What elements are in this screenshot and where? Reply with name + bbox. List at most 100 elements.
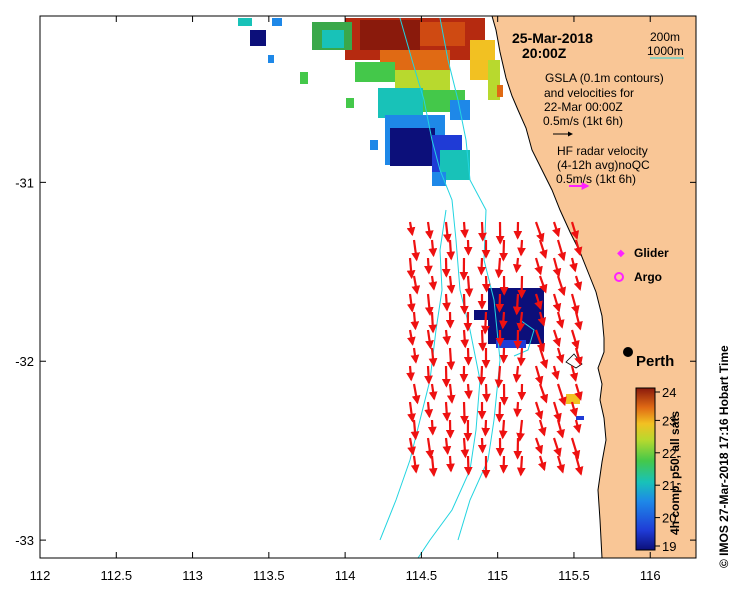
- hf-arrow: [573, 275, 583, 291]
- isobath-200m-label: 200m: [650, 30, 680, 44]
- hf-arrow: [407, 437, 416, 456]
- hf-arrow: [428, 275, 438, 291]
- hf-arrow: [569, 365, 579, 383]
- hf-label-3: 0.5m/s (1kt 6h): [556, 172, 636, 186]
- hf-arrow: [428, 239, 438, 258]
- hf-arrow: [556, 419, 565, 439]
- y-tick-label: -31: [15, 175, 34, 190]
- hf-arrow: [570, 221, 580, 240]
- hf-arrow: [534, 221, 545, 243]
- hf-arrow: [478, 221, 487, 242]
- argo-label: Argo: [634, 270, 662, 284]
- hf-arrow: [556, 239, 567, 262]
- y-axis: -31 -32 -33: [15, 175, 696, 548]
- hf-arrow: [482, 383, 491, 403]
- hf-arrow: [428, 455, 438, 478]
- hf-arrow: [573, 239, 583, 257]
- x-axis: 112 112.5 113 113.5 114 114.5 115 115.5 116: [30, 16, 661, 583]
- hf-arrow: [460, 401, 469, 425]
- hf-arrow: [512, 365, 522, 384]
- hf-arrow: [494, 365, 504, 389]
- hf-arrow: [516, 311, 526, 332]
- hf-arrow: [534, 293, 543, 311]
- hf-arrow: [442, 401, 452, 422]
- hf-arrow: [569, 401, 579, 418]
- hf-arrow: [569, 257, 578, 273]
- hf-arrow: [463, 347, 473, 366]
- hf-arrow: [406, 293, 416, 313]
- colorbar-tick-label: 21: [662, 478, 676, 493]
- glider-label: Glider: [634, 246, 669, 260]
- map-time: 20:00Z: [522, 45, 567, 61]
- hf-arrow: [534, 437, 544, 455]
- hf-arrow: [406, 329, 416, 346]
- city-label-perth: Perth: [636, 353, 674, 370]
- hf-arrow: [534, 401, 544, 421]
- hf-arrow: [464, 275, 474, 298]
- hf-arrow: [537, 455, 547, 472]
- hf-arrow: [555, 347, 565, 364]
- gsla-label-4: 0.5m/s (1kt 6h): [543, 114, 623, 128]
- colorbar-ticks: 24 23 22 21 20 19: [655, 385, 676, 554]
- hf-arrow: [537, 311, 547, 327]
- x-tick-label: 112: [30, 568, 51, 583]
- hf-arrow: [517, 239, 526, 257]
- hf-arrow: [555, 311, 565, 329]
- hf-arrow: [446, 383, 456, 404]
- hf-arrow: [460, 437, 470, 459]
- gsla-label-2: and velocities for: [544, 86, 634, 100]
- hf-arrow: [446, 347, 456, 371]
- x-tick-label: 112.5: [100, 568, 132, 583]
- hf-arrow: [410, 419, 420, 441]
- hf-arrow: [495, 293, 505, 313]
- hf-arrow: [427, 419, 437, 436]
- hf-arrow: [552, 221, 561, 238]
- x-tick-label: 113.5: [253, 568, 285, 583]
- hf-arrow: [424, 293, 434, 316]
- hf-arrow: [498, 419, 508, 440]
- hf-arrow: [556, 275, 567, 297]
- hf-label-1: HF radar velocity: [557, 144, 648, 158]
- hf-arrow: [410, 311, 420, 331]
- hf-arrow: [406, 365, 415, 382]
- x-tick-label: 113: [182, 568, 203, 583]
- hf-arrow: [446, 275, 456, 294]
- colorbar-tick-label: 22: [662, 446, 676, 461]
- x-tick-label: 115.5: [558, 568, 590, 583]
- hf-arrow: [512, 257, 522, 274]
- hf-arrow: [446, 239, 456, 261]
- hf-arrow: [556, 455, 565, 474]
- hf-arrow: [428, 311, 438, 334]
- hf-arrow: [424, 221, 434, 240]
- colorbar-tick-label: 19: [662, 539, 676, 554]
- hf-arrow: [442, 437, 452, 456]
- hf-radar-arrows: [406, 221, 584, 479]
- hf-arrow: [516, 347, 526, 367]
- hf-arrow: [495, 401, 505, 423]
- hf-arrow: [570, 329, 580, 350]
- hf-arrow: [516, 455, 526, 477]
- hf-arrow: [460, 329, 470, 349]
- hf-arrow: [494, 257, 504, 279]
- hf-arrow: [534, 329, 546, 353]
- hf-arrow: [534, 365, 544, 386]
- perth-marker: [623, 347, 633, 357]
- isobath-1000m-label: 1000m: [647, 44, 684, 58]
- hf-arrow: [481, 419, 491, 437]
- hf-arrow: [478, 329, 487, 352]
- hf-arrow: [534, 257, 543, 276]
- x-tick-label: 115: [487, 568, 508, 583]
- hf-arrow: [551, 365, 560, 381]
- hf-arrow: [552, 329, 562, 348]
- hf-arrow: [574, 347, 583, 366]
- hf-arrow: [512, 293, 522, 316]
- hf-arrow: [477, 437, 487, 454]
- hf-arrow: [574, 383, 583, 401]
- argo-marker: [614, 272, 624, 282]
- hf-arrow: [406, 257, 416, 280]
- hf-arrow: [410, 455, 420, 474]
- hf-arrow: [406, 221, 416, 237]
- y-tick-label: -32: [15, 354, 34, 369]
- hf-arrow: [552, 293, 562, 313]
- hf-arrow: [464, 383, 473, 400]
